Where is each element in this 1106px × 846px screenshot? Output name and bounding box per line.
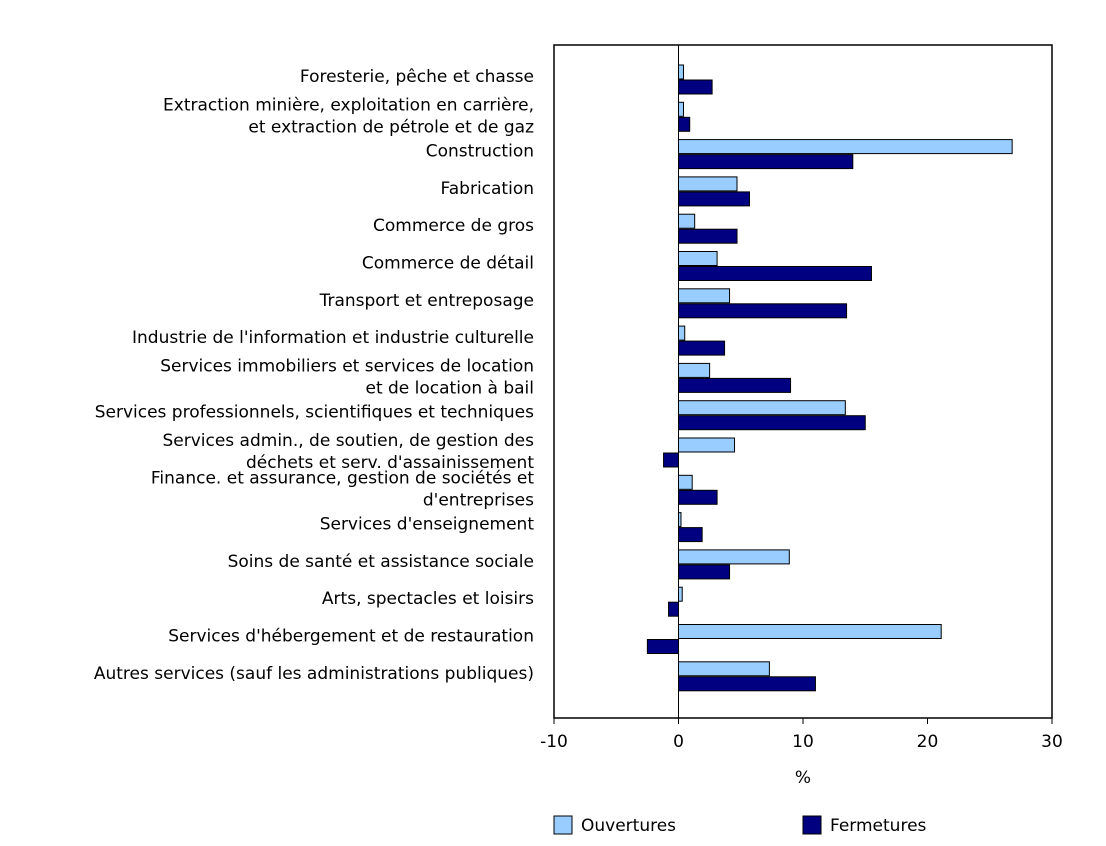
bar	[678, 624, 942, 639]
y-tick-label: Transport et entreposage	[319, 291, 534, 311]
x-tick-label: 20	[917, 732, 939, 752]
x-tick-label: 0	[673, 732, 684, 752]
y-tick-label: Services immobiliers et services de loca…	[160, 356, 534, 398]
bar	[678, 325, 686, 341]
bar	[678, 661, 770, 677]
bar	[678, 191, 750, 207]
bar	[678, 266, 872, 281]
x-tick-label: 10	[792, 732, 814, 752]
y-tick-label: Industrie de l'information et industrie …	[132, 328, 534, 348]
y-tick-label: Services admin., de soutien, de gestion …	[162, 431, 534, 473]
bar	[678, 489, 718, 505]
bar	[678, 586, 683, 602]
x-tick-label: 30	[1041, 732, 1063, 752]
bar	[663, 452, 679, 468]
bar	[678, 139, 1013, 155]
bar	[678, 251, 718, 266]
y-tick-label: Construction	[426, 142, 534, 162]
bar	[678, 79, 713, 95]
bar	[678, 527, 703, 543]
y-tick-label: Commerce de détail	[362, 254, 534, 274]
x-tick-label: -10	[540, 732, 568, 752]
bar	[678, 437, 736, 453]
bar	[668, 601, 679, 617]
y-tick-label: Extraction minière, exploitation en carr…	[163, 95, 534, 137]
bar	[678, 303, 848, 319]
legend-label: Ouvertures	[581, 816, 676, 836]
bar	[678, 176, 738, 192]
bar	[678, 362, 711, 378]
bar	[646, 639, 679, 654]
bar	[678, 116, 691, 132]
bar	[678, 400, 846, 416]
bar	[678, 474, 693, 490]
bar	[678, 512, 682, 528]
y-tick-label: Services professionnels, scientifiques e…	[95, 403, 534, 423]
bar	[678, 64, 684, 80]
bar	[678, 549, 790, 565]
y-tick-label: Soins de santé et assistance sociale	[228, 552, 534, 572]
y-tick-label: Autres services (sauf les administration…	[94, 664, 534, 684]
bar	[678, 154, 854, 170]
y-tick-label: Foresterie, pêche et chasse	[300, 67, 534, 87]
legend-label: Fermetures	[830, 816, 927, 836]
bar	[678, 340, 726, 356]
legend-swatch	[802, 815, 822, 835]
x-axis-label: %	[795, 768, 811, 788]
bar	[678, 101, 684, 117]
bar	[678, 564, 731, 580]
y-tick-label: Fabrication	[441, 179, 534, 199]
y-tick-label: Finance. et assurance, gestion de sociét…	[151, 468, 534, 510]
bar	[678, 288, 731, 304]
bar	[678, 228, 738, 244]
y-tick-label: Services d'hébergement et de restauratio…	[168, 627, 534, 647]
bar	[678, 377, 792, 393]
legend-swatch	[553, 815, 573, 835]
bar	[678, 415, 866, 431]
y-tick-label: Arts, spectacles et loisirs	[322, 589, 534, 609]
bar	[678, 213, 696, 229]
bar	[678, 676, 816, 692]
y-tick-label: Commerce de gros	[373, 216, 534, 236]
y-tick-label: Services d'enseignement	[320, 515, 535, 535]
